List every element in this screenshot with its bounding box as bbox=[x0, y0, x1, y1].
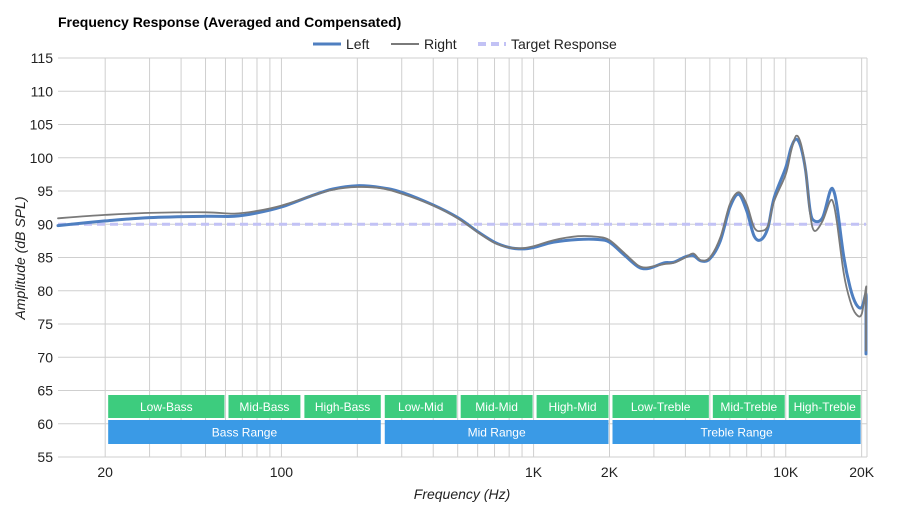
range-band-rect-treble-range bbox=[612, 420, 861, 444]
range-band-high-bass: High-Bass bbox=[304, 395, 381, 418]
legend-item-target-response: Target Response bbox=[478, 36, 617, 52]
range-band-rect-high-treble bbox=[788, 395, 861, 418]
range-band-label-mid-treble: Mid-Treble bbox=[720, 400, 777, 414]
range-band-label-high-mid: High-Mid bbox=[549, 400, 597, 414]
y-tick-label-90: 90 bbox=[37, 216, 53, 232]
range-band-bass-range: Bass Range bbox=[108, 420, 381, 444]
range-band-label-mid-range: Mid Range bbox=[468, 426, 526, 440]
x-tick-label-2k: 2K bbox=[601, 464, 619, 480]
y-tick-label-95: 95 bbox=[37, 183, 53, 199]
range-band-label-low-treble: Low-Treble bbox=[631, 400, 691, 414]
range-band-rect-mid-bass bbox=[228, 395, 301, 418]
range-band-rect-bass-range bbox=[108, 420, 381, 444]
y-tick-label-60: 60 bbox=[37, 416, 53, 432]
legend-label-right: Right bbox=[424, 36, 457, 52]
y-tick-label-85: 85 bbox=[37, 250, 53, 266]
range-band-mid-bass: Mid-Bass bbox=[228, 395, 301, 418]
range-band-rect-mid-range bbox=[384, 420, 609, 444]
range-band-low-mid: Low-Mid bbox=[384, 395, 457, 418]
series-lines bbox=[56, 134, 868, 356]
range-band-low-bass: Low-Bass bbox=[108, 395, 225, 418]
y-tick-label-70: 70 bbox=[37, 349, 53, 365]
legend-item-left: Left bbox=[313, 36, 369, 52]
y-tick-label-115: 115 bbox=[31, 50, 54, 66]
range-band-rect-high-mid bbox=[536, 395, 609, 418]
range-band-mid-mid: Mid-Mid bbox=[460, 395, 533, 418]
x-tick-label-100: 100 bbox=[270, 464, 294, 480]
range-band-label-bass-range: Bass Range bbox=[212, 426, 278, 440]
y-tick-label-105: 105 bbox=[30, 117, 54, 133]
y-tick-label-80: 80 bbox=[37, 283, 53, 299]
y-tick-label-110: 110 bbox=[31, 83, 54, 99]
range-band-label-low-bass: Low-Bass bbox=[140, 400, 193, 414]
y-tick-label-55: 55 bbox=[37, 449, 53, 465]
x-tick-label-20k: 20K bbox=[849, 464, 875, 480]
range-band-label-mid-mid: Mid-Mid bbox=[475, 400, 518, 414]
range-band-rect-mid-mid bbox=[460, 395, 533, 418]
range-band-rect-low-treble bbox=[612, 395, 709, 418]
y-axis-ticks: 55 60 65 70 75 80 85 90 95 100 105 110 115 bbox=[30, 50, 54, 465]
legend: Left Right Target Response bbox=[313, 36, 617, 52]
range-band-rect-high-bass bbox=[304, 395, 381, 418]
range-band-treble-range: Treble Range bbox=[612, 420, 861, 444]
range-band-high-mid: High-Mid bbox=[536, 395, 609, 418]
y-tick-label-75: 75 bbox=[37, 316, 53, 332]
range-band-high-treble: High-Treble bbox=[788, 395, 861, 418]
range-band-label-mid-bass: Mid-Bass bbox=[239, 400, 289, 414]
legend-label-target-response: Target Response bbox=[511, 36, 617, 52]
legend-item-right: Right bbox=[391, 36, 457, 52]
grid bbox=[58, 57, 868, 458]
range-band-rect-mid-treble bbox=[712, 395, 785, 418]
y-tick-label-65: 65 bbox=[37, 383, 53, 399]
range-band-rect-low-bass bbox=[108, 395, 225, 418]
range-band-mid-range: Mid Range bbox=[384, 420, 609, 444]
range-band-low-treble: Low-Treble bbox=[612, 395, 709, 418]
range-band-rect-low-mid bbox=[384, 395, 457, 418]
series-line-left bbox=[56, 137, 868, 356]
series-line-right bbox=[57, 134, 868, 352]
y-tick-label-100: 100 bbox=[30, 150, 54, 166]
range-band-label-high-bass: High-Bass bbox=[315, 400, 370, 414]
range-band-mid-treble: Mid-Treble bbox=[712, 395, 785, 418]
legend-label-left: Left bbox=[346, 36, 369, 52]
x-tick-label-1k: 1K bbox=[525, 464, 543, 480]
range-band-label-low-mid: Low-Mid bbox=[398, 400, 443, 414]
chart-title: Frequency Response (Averaged and Compens… bbox=[58, 14, 401, 30]
range-band-label-treble-range: Treble Range bbox=[700, 426, 773, 440]
x-tick-label-20: 20 bbox=[97, 464, 113, 480]
x-axis-ticks: 20 100 1K 2K 10K 20K bbox=[97, 464, 874, 480]
range-band-label-high-treble: High-Treble bbox=[794, 400, 857, 414]
frequency-range-bands: Low-Bass Mid-Bass High-Bass Low-Mid Mid-Mid H… bbox=[108, 395, 861, 444]
y-axis-label: Amplitude (dB SPL) bbox=[12, 197, 28, 321]
x-tick-label-10k: 10K bbox=[773, 464, 799, 480]
x-axis-label: Frequency (Hz) bbox=[414, 486, 510, 502]
